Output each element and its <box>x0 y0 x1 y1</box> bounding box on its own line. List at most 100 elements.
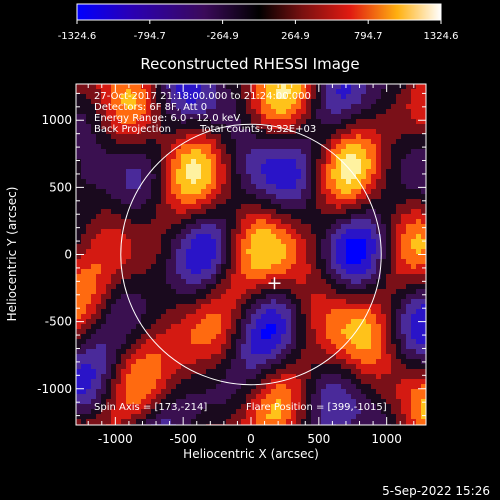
heatmap-cell <box>401 199 407 205</box>
heatmap-cell <box>401 89 407 95</box>
heatmap-cell <box>136 329 142 335</box>
heatmap-cell <box>136 134 142 140</box>
heatmap-cell <box>336 149 342 155</box>
heatmap-cell <box>296 114 302 120</box>
heatmap-cell <box>236 304 242 310</box>
heatmap-cell <box>326 124 332 130</box>
heatmap-cell <box>316 269 322 275</box>
heatmap-cell <box>406 324 412 330</box>
heatmap-cell <box>396 349 402 355</box>
heatmap-cell <box>321 129 327 135</box>
heatmap-cell <box>186 204 192 210</box>
heatmap-cell <box>296 374 302 380</box>
heatmap-cell <box>341 249 347 255</box>
heatmap-cell <box>396 344 402 350</box>
heatmap-cell <box>356 234 362 240</box>
heatmap-cell <box>391 389 397 395</box>
heatmap-cell <box>421 284 426 290</box>
heatmap-cell <box>141 409 147 415</box>
heatmap-cell <box>376 124 382 130</box>
heatmap-cell <box>246 94 252 100</box>
heatmap-cell <box>131 289 137 295</box>
heatmap-cell <box>361 399 367 405</box>
heatmap-cell <box>91 369 97 375</box>
heatmap-cell <box>131 99 137 105</box>
heatmap-cell <box>281 134 287 140</box>
heatmap-cell <box>96 324 102 330</box>
heatmap-cell <box>221 219 227 225</box>
heatmap-cell <box>276 394 282 400</box>
heatmap-cell <box>261 144 267 150</box>
heatmap-cell <box>206 324 212 330</box>
heatmap-cell <box>351 204 357 210</box>
heatmap-cell <box>96 259 102 265</box>
heatmap-cell <box>116 379 122 385</box>
heatmap-cell <box>236 84 242 90</box>
heatmap-cell <box>271 389 277 395</box>
heatmap-cell <box>81 359 87 365</box>
heatmap-cell <box>266 189 272 195</box>
heatmap-cell <box>401 284 407 290</box>
heatmap-cell <box>256 329 262 335</box>
heatmap-cell <box>86 184 92 190</box>
heatmap-cell <box>236 194 242 200</box>
heatmap-cell <box>96 294 102 300</box>
heatmap-cell <box>391 254 397 260</box>
heatmap-cell <box>266 394 272 400</box>
heatmap-cell <box>101 239 107 245</box>
heatmap-cell <box>336 174 342 180</box>
heatmap-cell <box>366 184 372 190</box>
heatmap-cell <box>191 384 197 390</box>
heatmap-cell <box>161 134 167 140</box>
heatmap-cell <box>416 374 422 380</box>
heatmap-cell <box>171 359 177 365</box>
heatmap-cell <box>286 119 292 125</box>
heatmap-cell <box>346 114 352 120</box>
heatmap-cell <box>201 259 207 265</box>
heatmap-cell <box>336 204 342 210</box>
heatmap-cell <box>141 119 147 125</box>
heatmap-cell <box>326 189 332 195</box>
heatmap-cell <box>246 164 252 170</box>
heatmap-cell <box>326 199 332 205</box>
heatmap-cell <box>286 244 292 250</box>
heatmap-cell <box>281 339 287 345</box>
heatmap-cell <box>171 199 177 205</box>
heatmap-cell <box>311 304 317 310</box>
heatmap-cell <box>396 234 402 240</box>
heatmap-cell <box>291 294 297 300</box>
heatmap-cell <box>391 324 397 330</box>
heatmap-cell <box>311 179 317 185</box>
heatmap-cell <box>376 319 382 325</box>
heatmap-cell <box>191 294 197 300</box>
heatmap-cell <box>356 89 362 95</box>
heatmap-cell <box>261 329 267 335</box>
heatmap-cell <box>286 234 292 240</box>
heatmap-cell <box>281 94 287 100</box>
heatmap-cell <box>281 159 287 165</box>
heatmap-cell <box>186 244 192 250</box>
heatmap-cell <box>351 394 357 400</box>
heatmap-cell <box>356 364 362 370</box>
y-axis-label: Heliocentric Y (arcsec) <box>5 187 19 322</box>
heatmap-cell <box>271 154 277 160</box>
heatmap-cell <box>241 219 247 225</box>
heatmap-cell <box>131 324 137 330</box>
heatmap-cell <box>301 339 307 345</box>
heatmap-cell <box>236 149 242 155</box>
heatmap-cell <box>361 244 367 250</box>
heatmap-cell <box>226 99 232 105</box>
heatmap-cell <box>326 349 332 355</box>
heatmap-cell <box>251 89 257 95</box>
heatmap-cell <box>141 164 147 170</box>
heatmap-cell <box>306 154 312 160</box>
heatmap-cell <box>421 134 426 140</box>
heatmap-cell <box>211 119 217 125</box>
heatmap-cell <box>116 239 122 245</box>
heatmap-cell <box>196 174 202 180</box>
heatmap-cell <box>361 234 367 240</box>
heatmap-cell <box>326 259 332 265</box>
heatmap-cell <box>261 129 267 135</box>
heatmap-cell <box>411 304 417 310</box>
heatmap-cell <box>406 294 412 300</box>
